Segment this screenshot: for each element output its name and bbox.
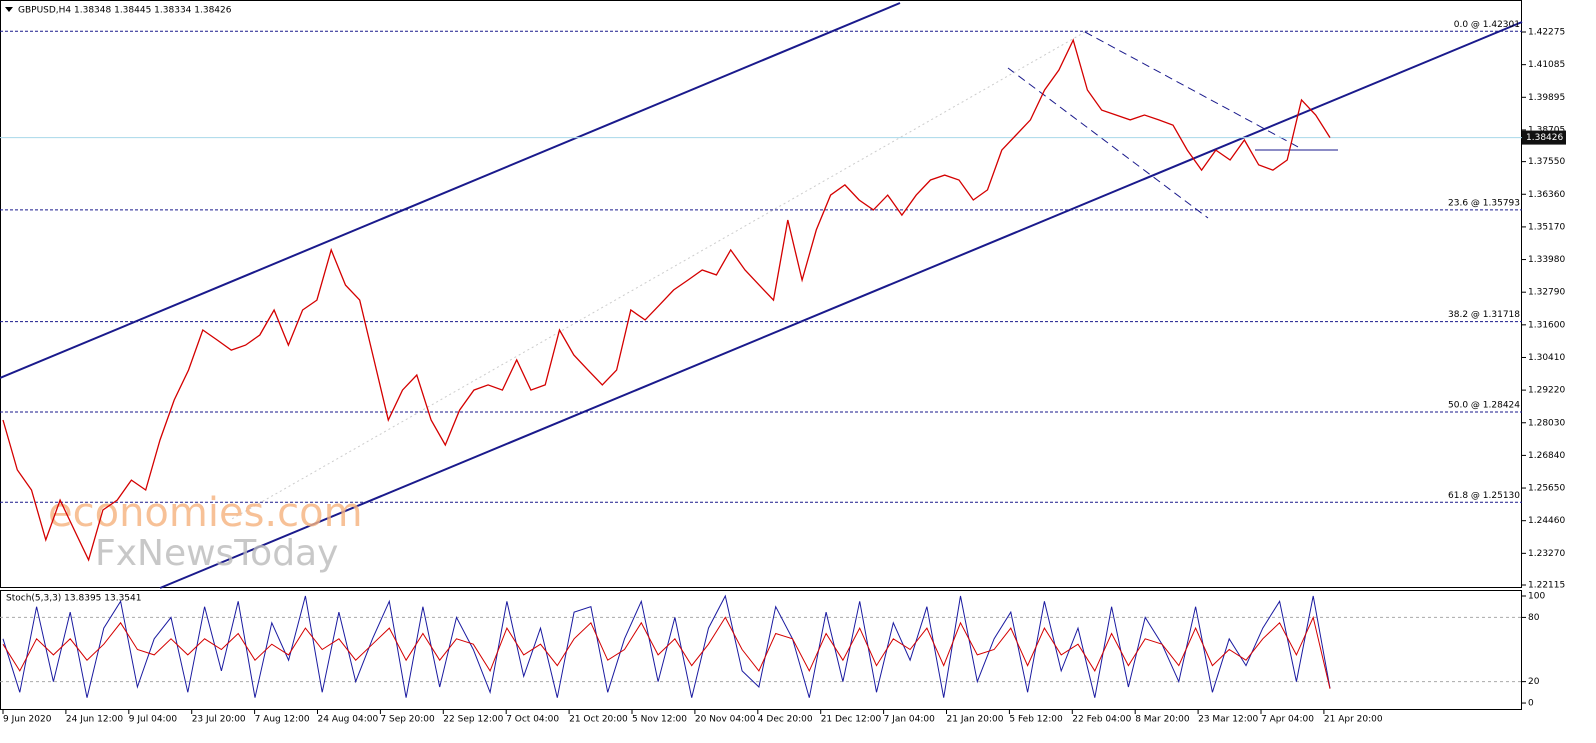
- price-label: 1.38426: [1526, 133, 1563, 143]
- stoch-panel: [0, 590, 1522, 710]
- x-tick-label: 9 Jun 2020: [3, 715, 52, 725]
- y-tick-label: 1.32790: [1528, 288, 1565, 298]
- y-tick-label: 1.29220: [1528, 386, 1565, 396]
- x-tick-label: 21 Apr 20:00: [1324, 715, 1383, 725]
- down-line: [1084, 31, 1301, 149]
- watermark: FxNewsToday: [95, 533, 338, 574]
- menu-arrow: [5, 7, 13, 12]
- x-tick-label: 23 Mar 12:00: [1198, 715, 1258, 725]
- y-tick-label: 1.25650: [1528, 484, 1565, 494]
- y-tick-label: 1.38705: [1528, 125, 1565, 135]
- x-tick-label: 24 Jun 12:00: [66, 715, 123, 725]
- trend-channel: [0, 2, 1523, 589]
- down-line: [1007, 67, 1209, 219]
- x-tick-label: 22 Feb 04:00: [1072, 715, 1131, 725]
- x-tick-label: 24 Aug 04:00: [318, 715, 379, 725]
- channel-lower: [159, 21, 1523, 589]
- fib-label: 61.8 @ 1.25130: [1448, 491, 1520, 501]
- x-tick-label: 7 Aug 12:00: [255, 715, 310, 725]
- channel-upper: [0, 2, 901, 379]
- x-tick-label: 21 Jan 20:00: [947, 715, 1004, 725]
- x-tick-label: 7 Sep 20:00: [380, 715, 435, 725]
- x-tick-label: 7 Apr 04:00: [1261, 715, 1314, 725]
- series-line: [2, 38, 1331, 562]
- fib-base: [229, 31, 1086, 521]
- y-tick-label: 1.37550: [1528, 157, 1565, 167]
- x-tick-label: 21 Dec 12:00: [821, 715, 882, 725]
- y-tick-label: 0: [1528, 699, 1534, 709]
- y-tick-label: 1.26840: [1528, 451, 1565, 461]
- fib-label: 0.0 @ 1.42301: [1454, 20, 1520, 30]
- fib-label: 38.2 @ 1.31718: [1448, 310, 1520, 320]
- x-tick-label: 7 Jan 04:00: [884, 715, 936, 725]
- stoch-title: Stoch(5,3,3) 13.8395 13.3541: [6, 594, 141, 604]
- x-tick-label: 22 Sep 12:00: [443, 715, 503, 725]
- chart-title: GBPUSD,H4 1.38348 1.38445 1.38334 1.3842…: [18, 6, 232, 16]
- y-tick-label: 1.23270: [1528, 549, 1565, 559]
- x-tick-label: 23 Jul 20:00: [192, 715, 246, 725]
- price-panel: [0, 0, 1522, 588]
- y-tick-label: 1.33980: [1528, 255, 1565, 265]
- y-tick-label: 100: [1528, 591, 1545, 601]
- y-tick-label: 1.36360: [1528, 190, 1565, 200]
- x-tick-label: 9 Jul 04:00: [129, 715, 178, 725]
- x-tick-label: 5 Nov 12:00: [632, 715, 687, 725]
- series-line: [2, 615, 1331, 689]
- y-tick-label: 1.30410: [1528, 353, 1565, 363]
- x-tick-label: 5 Feb 12:00: [1009, 715, 1063, 725]
- x-tick-label: 7 Oct 04:00: [506, 715, 559, 725]
- x-tick-label: 21 Oct 20:00: [569, 715, 628, 725]
- x-tick-label: 4 Dec 20:00: [758, 715, 813, 725]
- y-tick-label: 20: [1528, 677, 1540, 687]
- price-box: [1522, 130, 1566, 145]
- watermark: economies.com: [48, 490, 363, 536]
- y-tick-label: 1.22115: [1528, 581, 1565, 591]
- y-tick-label: 1.35170: [1528, 222, 1565, 232]
- y-tick-label: 1.28030: [1528, 418, 1565, 428]
- series-line: [2, 594, 1331, 698]
- y-tick-label: 1.42275: [1528, 28, 1565, 38]
- y-tick-label: 80: [1528, 613, 1540, 623]
- x-tick-label: 20 Nov 04:00: [695, 715, 756, 725]
- y-tick-label: 1.41085: [1528, 60, 1565, 70]
- fib-label: 23.6 @ 1.35793: [1448, 198, 1520, 208]
- x-tick-label: 8 Mar 20:00: [1135, 715, 1190, 725]
- y-tick-label: 1.31600: [1528, 320, 1565, 330]
- y-tick-label: 1.39895: [1528, 93, 1565, 103]
- fib-label: 50.0 @ 1.28424: [1448, 400, 1520, 410]
- down-channel: [1007, 31, 1301, 219]
- y-tick-label: 1.24460: [1528, 516, 1565, 526]
